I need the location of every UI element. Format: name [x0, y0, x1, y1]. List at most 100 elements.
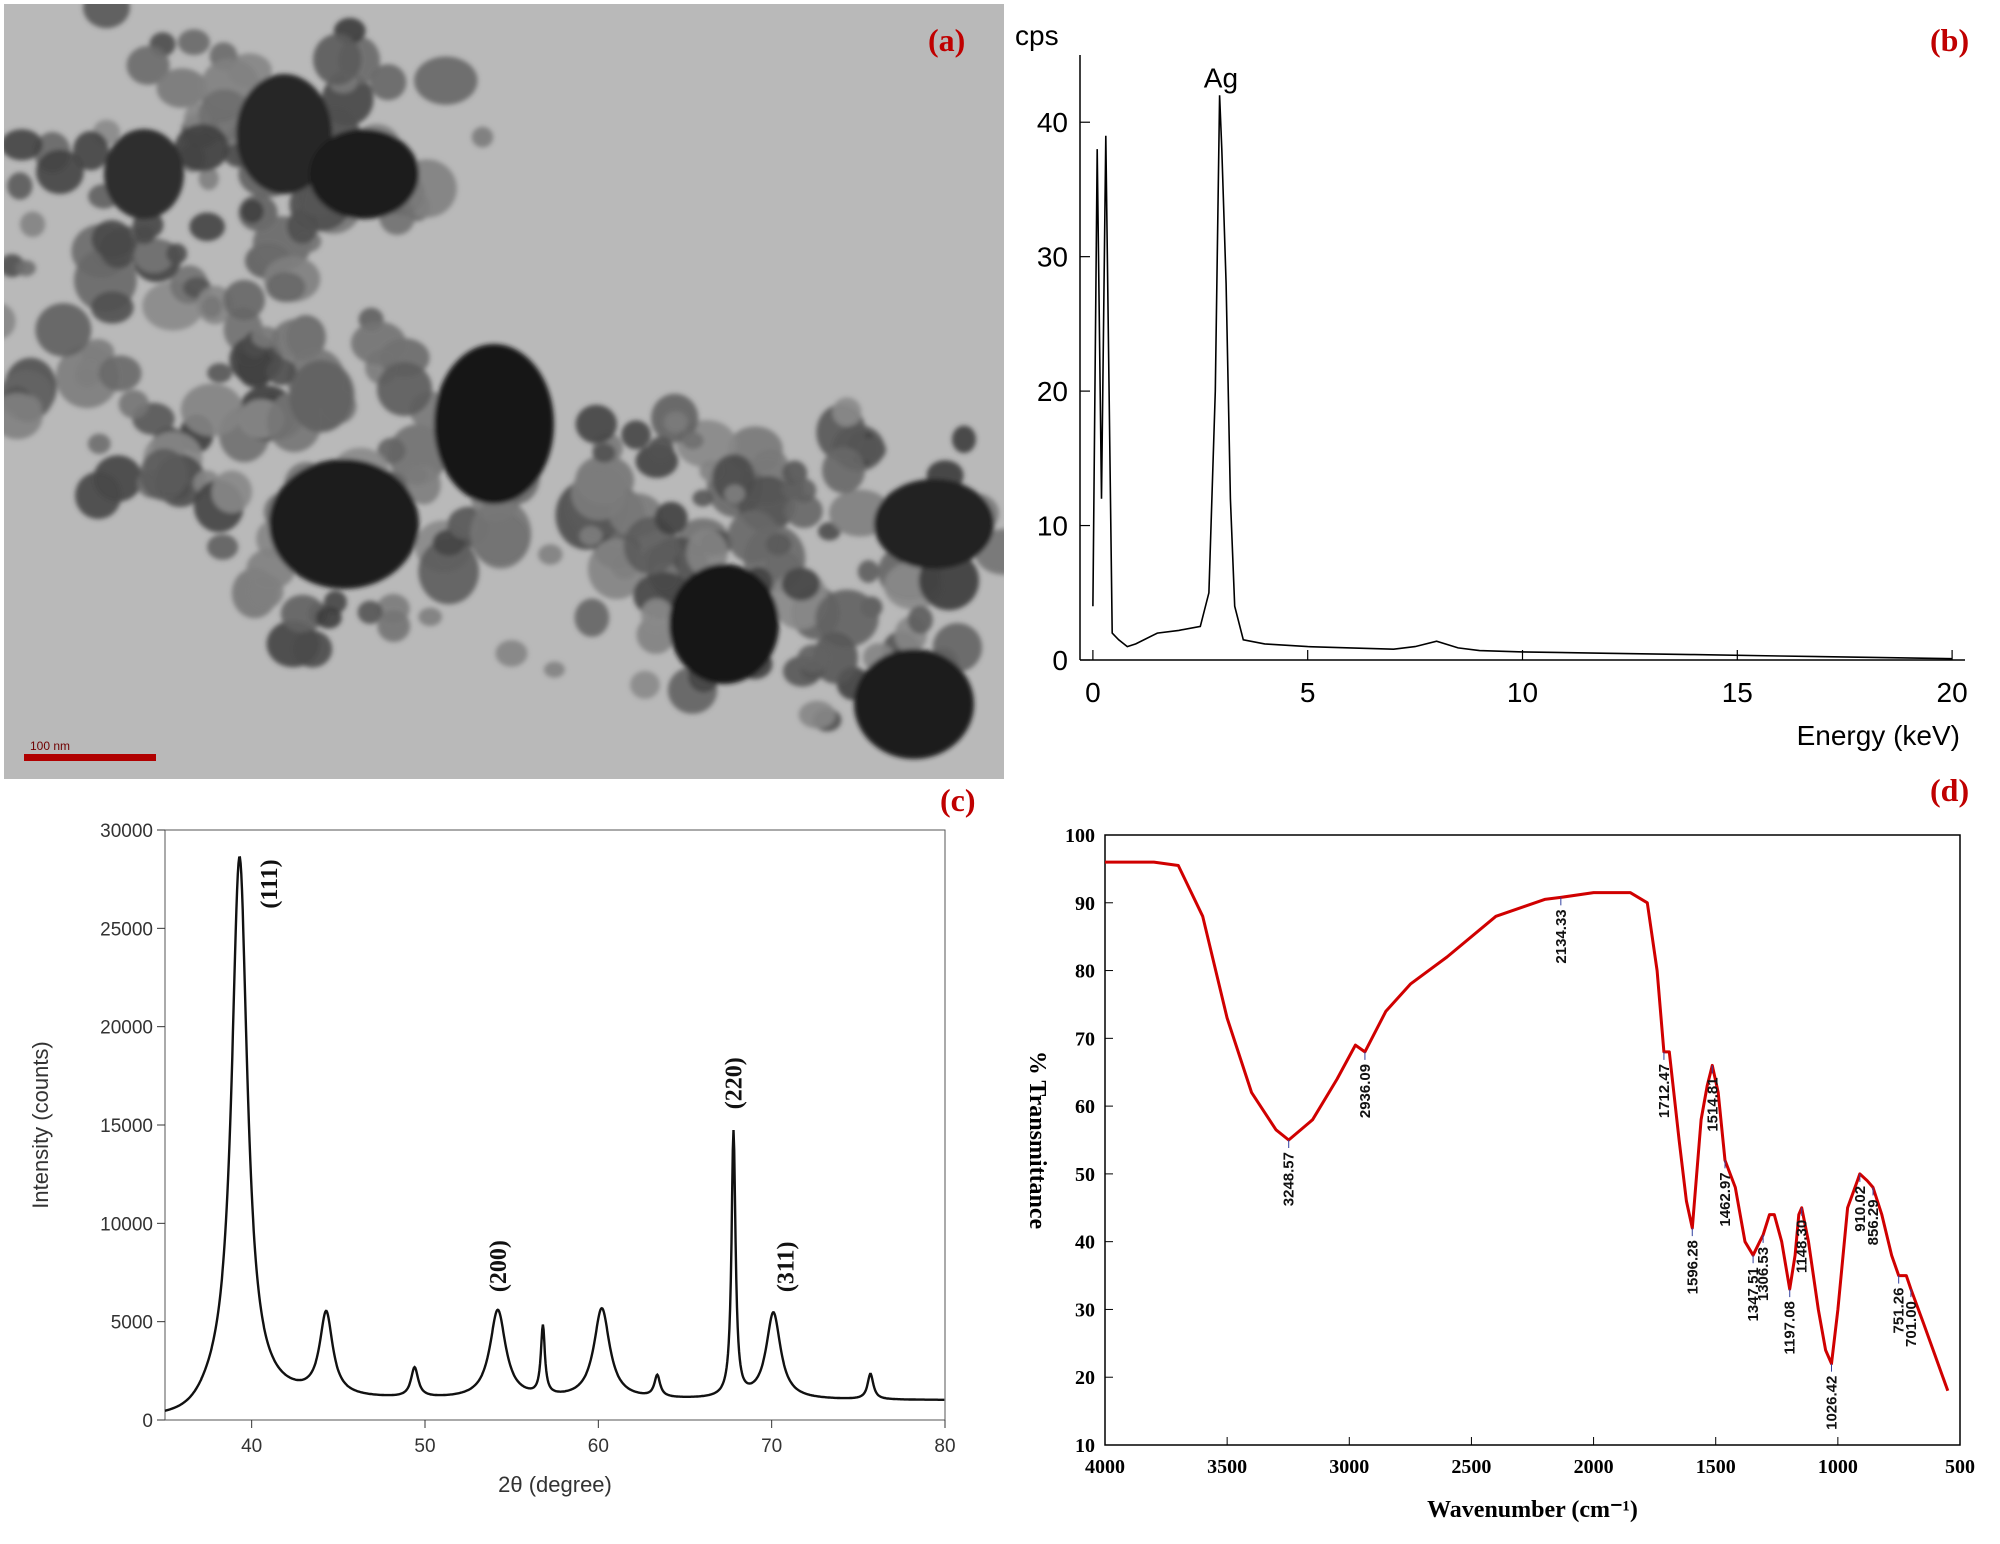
y-tick-label: 40 [1037, 107, 1068, 138]
edx-spectrum-line [1092, 95, 1953, 660]
nanoparticle [87, 433, 111, 454]
nanoparticle [240, 199, 264, 224]
peak-wavenumber-label: 856.29 [1865, 1199, 1882, 1245]
y-tick-label: 10000 [100, 1214, 153, 1235]
y-tick-label: 70 [1075, 1028, 1095, 1050]
large-particle [434, 344, 554, 504]
nanoparticle [156, 68, 208, 108]
nanoparticle [36, 149, 84, 195]
nanoparticle [83, 0, 130, 29]
peak-wavenumber-label: 1148.30 [1794, 1220, 1811, 1273]
y-tick-label: 100 [1065, 825, 1095, 847]
nanoparticle [798, 700, 836, 729]
x-tick-label: 70 [761, 1436, 782, 1457]
nanoparticle [538, 544, 563, 565]
nanoparticle [73, 131, 109, 171]
x-tick-label: 3000 [1329, 1456, 1369, 1478]
x-tick-label: 3500 [1207, 1456, 1247, 1478]
nanoparticle [574, 598, 610, 637]
nanoparticle [75, 471, 122, 520]
x-tick-label: 60 [588, 1436, 609, 1457]
nanoparticle [201, 295, 222, 319]
y-tick-label: 50 [1075, 1164, 1095, 1186]
nanoparticle [91, 220, 132, 258]
miller-index-label: (111) [257, 859, 283, 908]
x-tick-label: 20 [1937, 677, 1968, 708]
x-axis-label: Wavenumber (cm⁻¹) [1427, 1497, 1638, 1523]
y-tick-label: 5000 [111, 1313, 153, 1334]
nanoparticle [189, 212, 225, 242]
y-tick-label: 20 [1037, 376, 1068, 407]
nanoparticle [166, 243, 188, 264]
y-tick-label: 80 [1075, 961, 1095, 983]
nanoparticle [414, 56, 478, 105]
peak-wavenumber-label: 1514.81 [1704, 1077, 1721, 1131]
nanoparticle [579, 526, 603, 546]
large-particle [104, 129, 184, 219]
nanoparticle [7, 172, 33, 200]
x-tick-label: 10 [1507, 677, 1538, 708]
large-particle [854, 649, 974, 759]
x-tick-label: 15 [1722, 677, 1753, 708]
nanoparticle [418, 538, 480, 605]
y-tick-label: 30000 [100, 821, 153, 842]
nanoparticle [376, 362, 433, 417]
nanoparticle [223, 279, 266, 321]
miller-index-label: (220) [722, 1057, 748, 1109]
ftir-chart: 10 20 30 40 50 60 70 80 90 100 4000 3500 3000 2500 200… [1024, 825, 1975, 1523]
nanoparticle [682, 432, 704, 450]
nanoparticle [471, 126, 494, 148]
edx-chart: 0 10 20 30 40 0 5 10 15 20 cps Energy (keV) Ag [1015, 20, 1968, 751]
nanoparticle [133, 237, 174, 273]
peak-wavenumber-label: 701.00 [1903, 1301, 1920, 1347]
nanoparticle [543, 661, 565, 678]
nanoparticle [248, 574, 284, 609]
nanoparticle [98, 355, 142, 392]
nanoparticle [55, 345, 119, 409]
nanoparticle [495, 640, 528, 667]
nanoparticle [313, 33, 362, 86]
y-tick-label: 60 [1075, 1096, 1095, 1118]
nanoparticle [575, 404, 617, 444]
peak-wavenumber-label: 2134.33 [1553, 909, 1570, 963]
nanoparticle [118, 389, 149, 419]
tem-micrograph [0, 0, 1035, 779]
peak-wavenumber-label: 1462.97 [1717, 1172, 1734, 1226]
x-tick-label: 2000 [1574, 1456, 1614, 1478]
nanoparticle [791, 478, 817, 503]
element-annotation: Ag [1204, 62, 1238, 93]
nanoparticle [797, 644, 830, 672]
y-tick-label: 30 [1075, 1299, 1095, 1321]
x-tick-label: 5 [1300, 677, 1316, 708]
peak-wavenumber-label: 1306.53 [1755, 1247, 1772, 1301]
nanoparticle [369, 64, 407, 101]
nanoparticle [822, 447, 865, 494]
x-tick-label: 40 [241, 1436, 262, 1457]
nanoparticle [287, 208, 318, 244]
nanoparticle [289, 360, 353, 433]
x-axis-label: 2θ (degree) [498, 1472, 612, 1497]
miller-index-label: (200) [486, 1240, 512, 1292]
nanoparticle [207, 534, 239, 560]
x-axis-label: Energy (keV) [1797, 720, 1960, 751]
nanoparticle [211, 470, 253, 513]
nanoparticle [90, 291, 134, 324]
nanoparticle [292, 630, 333, 668]
peak-wavenumber-label: 1712.47 [1656, 1064, 1673, 1118]
nanoparticle [266, 358, 297, 386]
y-tick-label: 90 [1075, 893, 1095, 915]
nanoparticle [198, 166, 219, 191]
nanoparticle [357, 600, 383, 624]
nanoparticle [280, 594, 325, 633]
large-particle [669, 564, 779, 684]
nanoparticle [271, 318, 324, 361]
nanoparticle [126, 45, 170, 85]
large-particle [236, 74, 332, 194]
y-axis-label: Intensity (counts) [28, 1041, 53, 1209]
miller-index-label: (311) [774, 1241, 800, 1292]
scale-bar [24, 754, 156, 761]
panel-label-c: (c) [940, 782, 976, 818]
nanoparticle [856, 437, 887, 463]
nanoparticle [647, 436, 674, 462]
xrd-pattern-line [164, 856, 945, 1412]
